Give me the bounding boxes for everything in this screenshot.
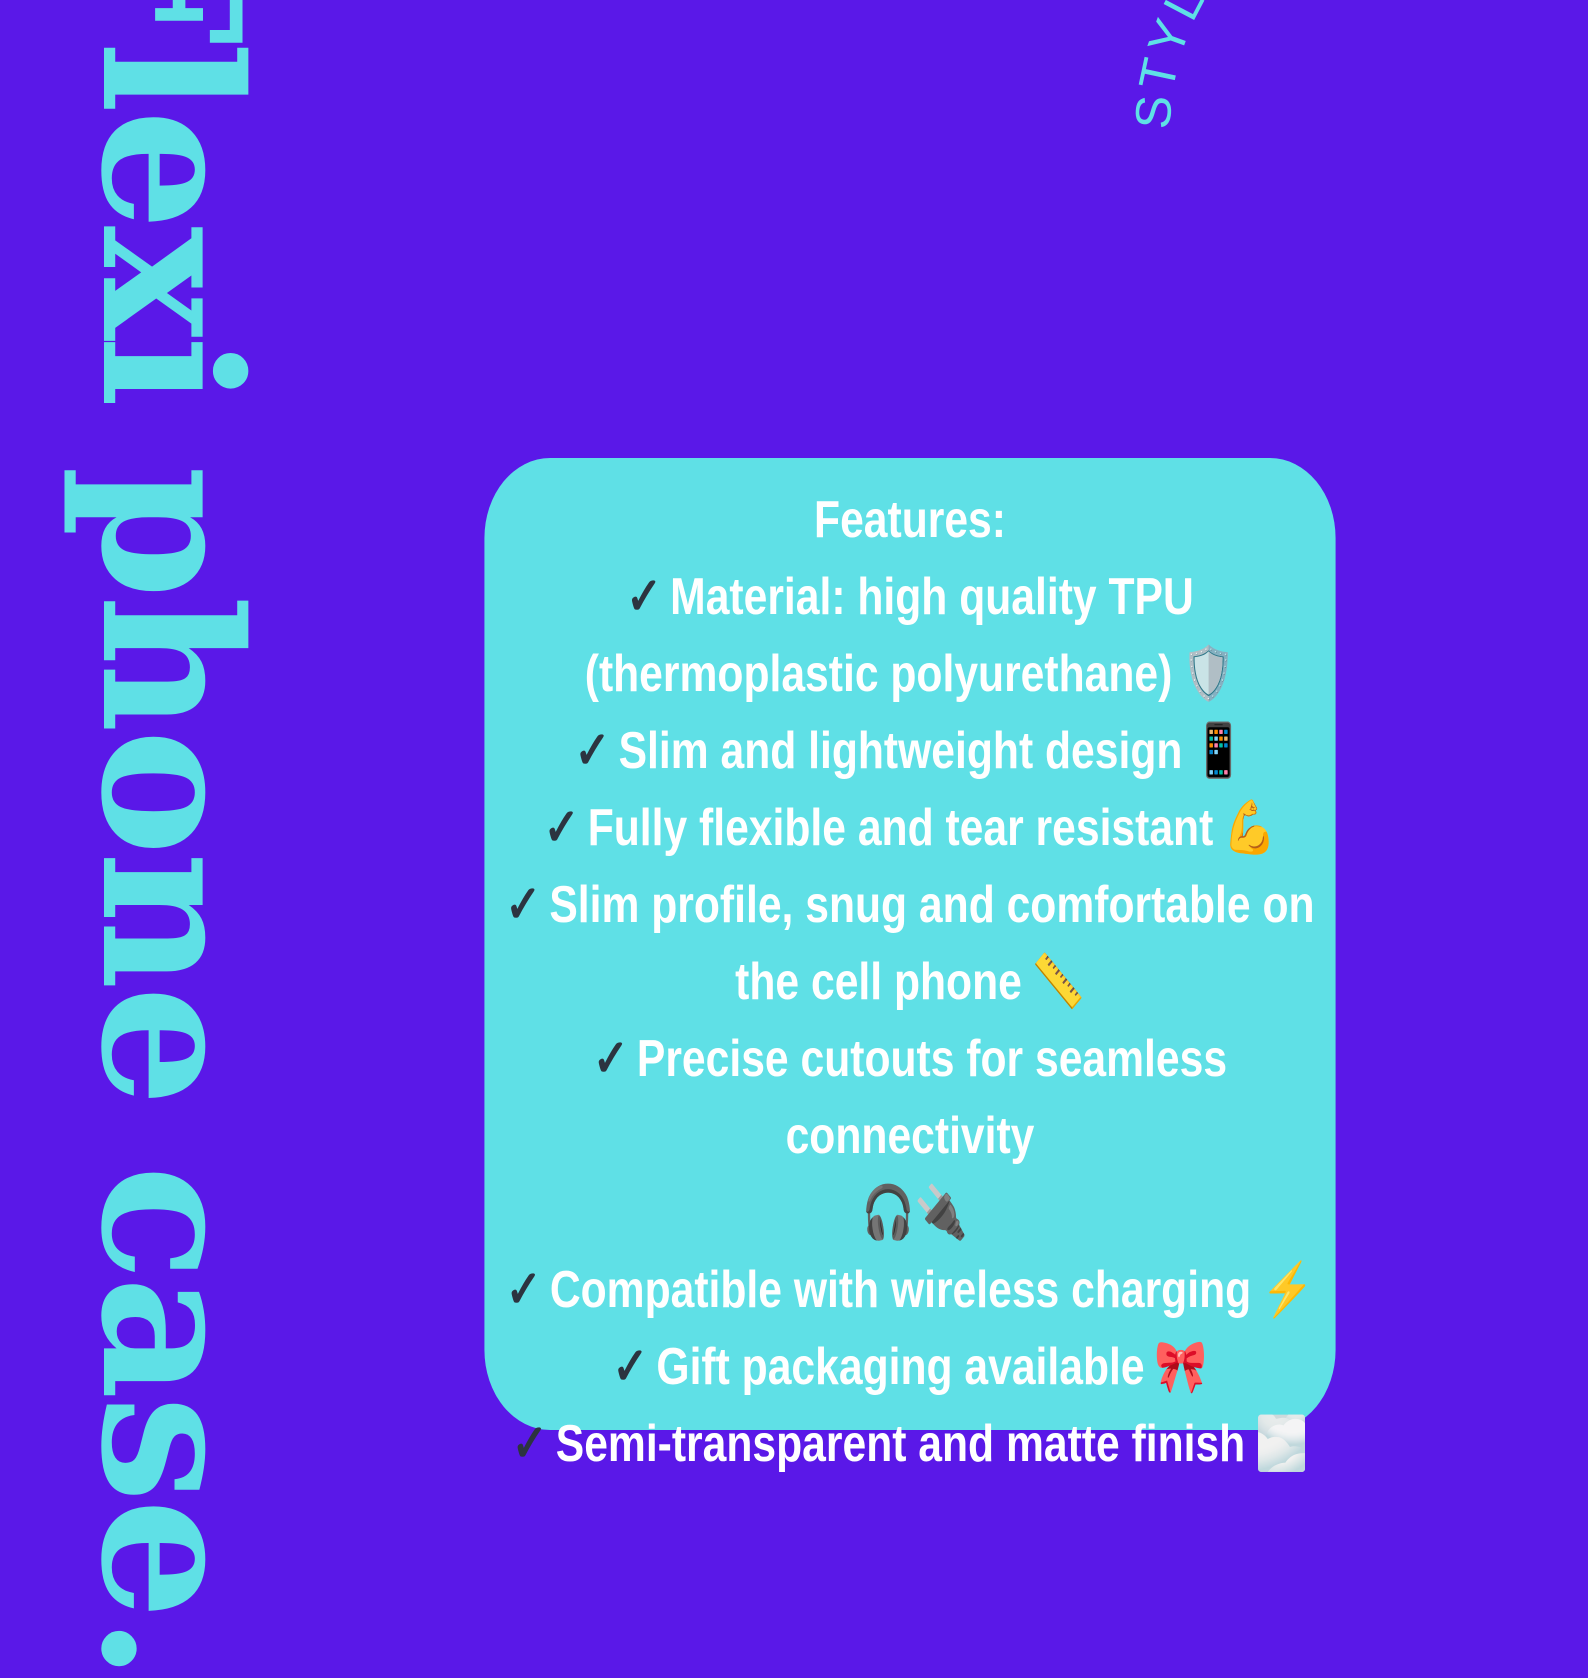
check-icon: ✓: [543, 799, 580, 857]
feature-text: Slim profile, snug and comfortable on th…: [549, 876, 1315, 1011]
feature-item: ✓ Fully flexible and tear resistant 💪: [499, 790, 1321, 867]
style-ring-text: STYLE · STYLE · STYLE · STYLE ·: [1124, 0, 1588, 249]
ring-text: STYLE · STYLE · STYLE · STYLE ·: [1124, 0, 1588, 249]
feature-text: Gift packaging available: [656, 1338, 1145, 1396]
check-icon: ✓: [574, 722, 611, 780]
check-icon: ✓: [511, 1415, 548, 1473]
check-icon: ✓: [592, 1030, 629, 1088]
check-icon: ✓: [612, 1338, 649, 1396]
ring-text-path: STYLE · STYLE · STYLE · STYLE ·: [1124, 0, 1588, 249]
feature-text: Material: high quality TPU (thermoplasti…: [584, 568, 1194, 703]
lightning-icon: ⚡: [1261, 1261, 1315, 1319]
check-icon: ✓: [505, 1261, 542, 1319]
feature-text: Fully flexible and tear resistant: [587, 799, 1214, 857]
feature-text: Semi-transparent and matte finish: [555, 1415, 1246, 1473]
vertical-title: Flexi phone case.: [59, 0, 282, 1678]
feature-item-emoji-row: 🎧🔌: [499, 1175, 1321, 1252]
feature-item: ✓ Gift packaging available 🎀: [499, 1329, 1321, 1406]
feature-text: Precise cutouts for seamless connectivit…: [636, 1030, 1228, 1165]
feature-item: ✓ Material: high quality TPU (thermoplast…: [499, 559, 1321, 713]
features-panel: Features: ✓ Material: high quality TPU (t…: [484, 458, 1336, 1473]
check-icon: ✓: [626, 568, 662, 626]
feature-text: Slim and lightweight design: [618, 722, 1183, 780]
shield-icon: 🛡️: [1182, 645, 1236, 703]
features-heading: Features:: [814, 491, 1006, 549]
feature-text: Compatible with wireless charging: [549, 1261, 1252, 1319]
flexed-biceps-icon: 💪: [1223, 799, 1277, 857]
mobile-phone-icon: 📱: [1192, 722, 1246, 780]
headphones-plug-icon: 🎧🔌: [861, 1184, 969, 1242]
features-list: Features: ✓ Material: high quality TPU (t…: [499, 482, 1321, 1483]
ruler-icon: 📏: [1031, 953, 1085, 1011]
feature-item: ✓ Semi-transparent and matte finish 🌫️: [499, 1406, 1321, 1483]
feature-item: ✓ Compatible with wireless charging ⚡: [499, 1252, 1321, 1329]
feature-item: ✓ Slim and lightweight design 📱: [499, 713, 1321, 790]
ribbon-icon: 🎀: [1154, 1338, 1208, 1396]
check-icon: ✓: [505, 876, 542, 934]
fog-icon: 🌫️: [1255, 1415, 1309, 1473]
feature-item: ✓ Precise cutouts for seamless connectivi…: [499, 1021, 1321, 1175]
feature-item: ✓ Slim profile, snug and comfortable on t…: [499, 867, 1321, 1021]
